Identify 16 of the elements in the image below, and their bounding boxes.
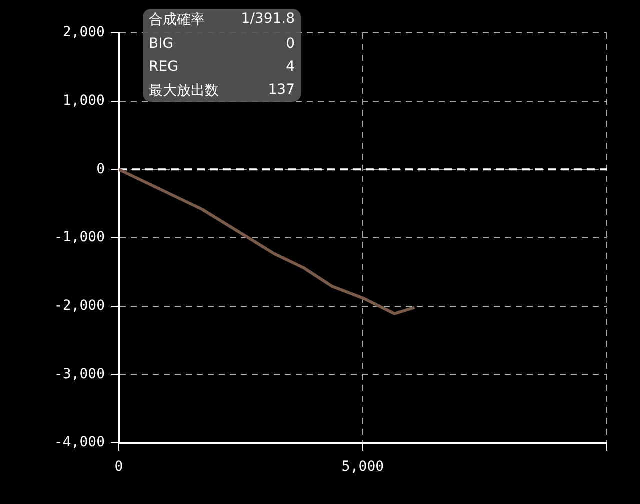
annotation: BIG bbox=[149, 36, 175, 52]
annotation: 最大放出数 bbox=[149, 82, 220, 100]
y-tick-label: 0 bbox=[96, 161, 105, 178]
annotation: 0 bbox=[285, 36, 295, 52]
y-tick-label: 1,000 bbox=[62, 92, 105, 109]
y-tick-label: 2,000 bbox=[62, 24, 105, 41]
y-tick-label: -4,000 bbox=[54, 434, 105, 451]
annotation: REG bbox=[149, 59, 180, 75]
y-tick-label: -2,000 bbox=[54, 298, 105, 314]
text: 1/391.8 bbox=[240, 11, 295, 29]
annotation: 137 bbox=[267, 82, 295, 100]
annotation: 4 bbox=[285, 59, 295, 75]
text: 合成確率 bbox=[149, 11, 206, 29]
y-tick-label: -3,000 bbox=[54, 366, 105, 382]
x-tick-label: 5,000 bbox=[342, 459, 384, 476]
y-tick-label: -1,000 bbox=[54, 230, 105, 246]
